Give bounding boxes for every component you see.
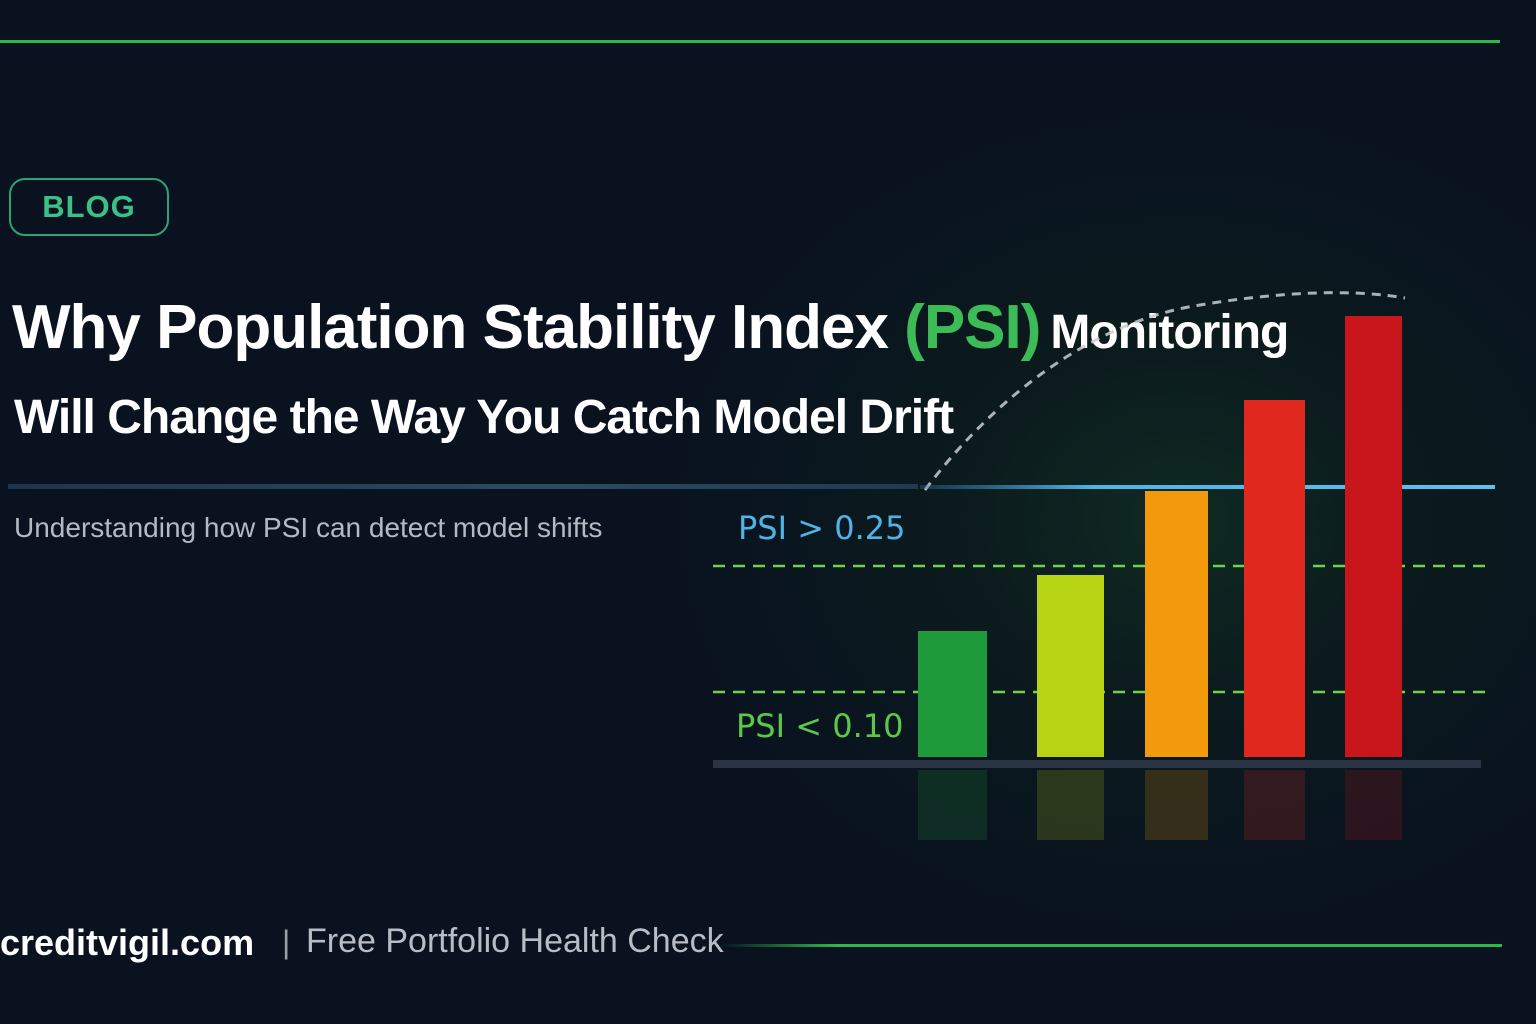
- bar-reflection: [1037, 770, 1104, 840]
- bar-2: [1037, 575, 1104, 757]
- site-link[interactable]: creditvigil.com: [0, 922, 255, 963]
- chart-baseline: [713, 760, 1481, 768]
- footer-separator: |: [282, 924, 291, 960]
- bottom-accent-line: [720, 944, 1502, 947]
- title-divider: [8, 484, 918, 489]
- subtitle: Understanding how PSI can detect model s…: [14, 512, 603, 543]
- bar-5: [1345, 316, 1402, 757]
- title-part1: Why Population Stability Index: [12, 293, 905, 362]
- bar-reflection: [1145, 770, 1208, 840]
- bar-reflection: [1244, 770, 1305, 840]
- health-check-link[interactable]: Free Portfolio Health Check: [306, 922, 724, 960]
- bar-reflection: [918, 770, 987, 840]
- threshold-label-0.25: PSI > 0.25: [738, 509, 905, 547]
- trend-curve: [923, 291, 1406, 491]
- title-highlight: (PSI): [904, 293, 1041, 362]
- bar-4: [1244, 400, 1305, 757]
- bar-reflection: [1345, 770, 1402, 840]
- alert-line: [920, 485, 1495, 489]
- bar-1: [918, 631, 987, 757]
- threshold-label-0.1: PSI < 0.10: [736, 707, 903, 745]
- title-part2: Monitoring: [1050, 306, 1289, 359]
- page-title-line2: Will Change the Way You Catch Model Drif…: [14, 391, 954, 444]
- page-title: Why Population Stability Index (PSI) Moni…: [12, 292, 1289, 363]
- bar-3: [1145, 491, 1208, 757]
- top-accent-line: [0, 40, 1500, 43]
- blog-badge: BLOG: [9, 178, 169, 236]
